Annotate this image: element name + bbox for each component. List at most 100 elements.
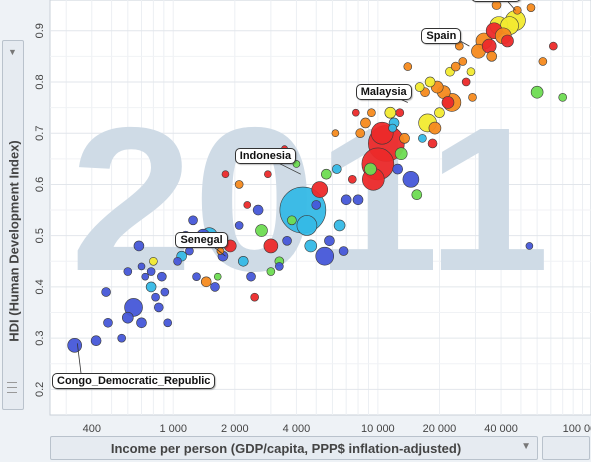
x-axis-selector[interactable]: Income per person (GDP/capita, PPP$ infl…	[50, 436, 538, 460]
data-point[interactable]	[213, 272, 222, 281]
data-point[interactable]	[266, 267, 276, 276]
data-point[interactable]	[403, 62, 413, 71]
data-point[interactable]	[149, 256, 158, 266]
data-point[interactable]	[275, 262, 284, 271]
data-point[interactable]	[411, 189, 423, 200]
data-point[interactable]	[103, 317, 113, 328]
data-point[interactable]	[558, 93, 567, 102]
data-point[interactable]	[481, 38, 497, 54]
data-point[interactable]	[340, 194, 352, 206]
data-point[interactable]	[122, 311, 134, 324]
data-point[interactable]	[434, 107, 445, 119]
data-point[interactable]	[173, 256, 182, 266]
data-point[interactable]	[160, 287, 170, 297]
data-point[interactable]	[263, 238, 279, 254]
data-point[interactable]	[304, 239, 318, 253]
country-label[interactable]: Spain	[421, 28, 462, 45]
data-point[interactable]	[146, 267, 156, 276]
data-point[interactable]	[234, 180, 244, 189]
data-point[interactable]	[255, 224, 268, 237]
data-point[interactable]	[282, 236, 292, 246]
data-point[interactable]	[133, 240, 145, 252]
data-point[interactable]	[351, 108, 360, 117]
data-point[interactable]	[243, 201, 252, 209]
data-point[interactable]	[221, 170, 230, 178]
data-point[interactable]	[414, 82, 425, 92]
data-point[interactable]	[468, 93, 477, 102]
data-point[interactable]	[427, 138, 438, 149]
data-point[interactable]	[246, 271, 256, 282]
data-point[interactable]	[185, 246, 194, 256]
data-point[interactable]	[311, 200, 322, 210]
data-point[interactable]	[526, 3, 536, 12]
data-point[interactable]	[525, 242, 534, 250]
data-point[interactable]	[530, 85, 544, 99]
data-point[interactable]	[157, 271, 167, 282]
data-point[interactable]	[360, 117, 371, 129]
data-point[interactable]	[137, 262, 146, 271]
data-point[interactable]	[355, 128, 366, 139]
data-point[interactable]	[90, 335, 102, 347]
data-point[interactable]	[331, 129, 340, 138]
data-point[interactable]	[402, 171, 420, 188]
data-point[interactable]	[264, 170, 272, 178]
data-point[interactable]	[287, 215, 297, 226]
data-point[interactable]	[296, 215, 318, 236]
data-point[interactable]	[188, 215, 198, 226]
data-point[interactable]	[311, 181, 329, 198]
data-point[interactable]	[117, 333, 126, 343]
data-point[interactable]	[210, 282, 220, 292]
data-point[interactable]	[123, 267, 133, 276]
x-axis-dropdown-arrow[interactable]: ▼	[521, 441, 531, 452]
data-point[interactable]	[461, 77, 471, 87]
data-point[interactable]	[338, 246, 349, 256]
data-point[interactable]	[450, 61, 461, 72]
data-point[interactable]	[501, 34, 514, 48]
data-point[interactable]	[124, 298, 143, 317]
data-point[interactable]	[145, 281, 157, 293]
data-point[interactable]	[250, 292, 259, 302]
x-scale-selector[interactable]	[542, 436, 590, 460]
data-point[interactable]	[399, 133, 410, 144]
country-label[interactable]: Indonesia	[234, 148, 297, 165]
country-label[interactable]: Senegal	[175, 232, 228, 249]
data-point[interactable]	[364, 162, 377, 176]
data-point[interactable]	[332, 164, 342, 174]
data-point[interactable]	[418, 134, 427, 143]
data-point[interactable]	[216, 247, 225, 255]
data-point[interactable]	[324, 235, 335, 247]
data-point[interactable]	[486, 51, 498, 62]
country-label[interactable]: Congo_Democratic_Republic	[52, 373, 216, 390]
data-point[interactable]	[512, 5, 522, 15]
y-axis-dropdown-arrow[interactable]: ▼	[8, 47, 17, 57]
axis-scale-handle[interactable]	[4, 378, 20, 408]
data-point[interactable]	[192, 272, 201, 281]
data-point[interactable]	[67, 338, 82, 353]
data-point[interactable]	[352, 194, 364, 206]
data-point[interactable]	[234, 221, 244, 230]
data-point[interactable]	[315, 246, 335, 266]
data-point[interactable]	[395, 108, 405, 118]
data-point[interactable]	[321, 168, 332, 180]
data-point[interactable]	[367, 108, 376, 118]
data-point[interactable]	[153, 302, 164, 313]
data-point[interactable]	[101, 287, 111, 297]
data-point[interactable]	[252, 204, 264, 216]
data-point[interactable]	[237, 255, 249, 267]
y-axis-selector[interactable]: ▼ HDI (Human Development Index)	[2, 40, 24, 410]
data-point[interactable]	[441, 96, 455, 109]
data-point[interactable]	[388, 123, 397, 133]
data-point[interactable]	[200, 276, 212, 288]
data-point[interactable]	[428, 121, 442, 135]
country-label[interactable]: Malaysia	[355, 84, 412, 101]
data-point[interactable]	[136, 317, 147, 329]
data-point[interactable]	[549, 41, 558, 51]
data-point[interactable]	[394, 147, 408, 161]
data-point[interactable]	[348, 175, 357, 184]
data-point[interactable]	[370, 121, 394, 145]
data-point[interactable]	[392, 163, 404, 175]
data-point[interactable]	[458, 57, 468, 66]
data-point[interactable]	[466, 67, 476, 77]
data-point[interactable]	[333, 219, 346, 232]
country-label[interactable]: Norway	[471, 0, 522, 3]
